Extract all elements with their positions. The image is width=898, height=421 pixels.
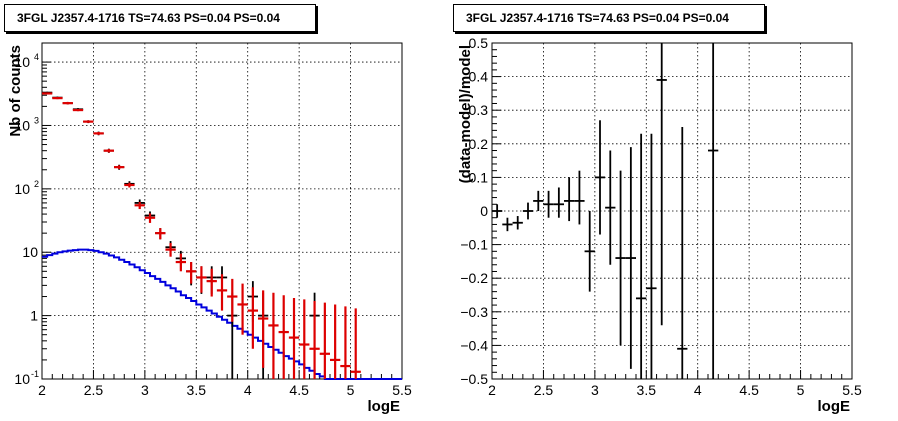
left-x-tick-label: 4 [244, 382, 252, 398]
right-chart-title: 3FGL J2357.4-1716 TS=74.63 PS=0.04 PS=0.… [453, 4, 765, 32]
left-y-tick-label: 10 [14, 54, 30, 70]
right-x-tick-label: 3 [591, 382, 599, 398]
right-x-tick-label: 2.5 [534, 382, 554, 398]
right-y-tick-label: 0.2 [469, 136, 489, 152]
right-y-tick-label: 0.3 [469, 102, 489, 118]
right-y-tick-label: 0.1 [469, 169, 489, 185]
left-y-tick-label: 10 [22, 244, 38, 260]
right-y-tick-label: −0.3 [460, 304, 488, 320]
right-x-tick-label: 3.5 [637, 382, 657, 398]
left-plot-frame [41, 42, 403, 380]
right-y-tick-label: −0.4 [460, 337, 488, 353]
left-y-tick-label: 1 [30, 308, 38, 324]
left-y-tick-label: 10 [14, 117, 30, 133]
left-x-tick-label: 2 [38, 382, 46, 398]
left-y-tick-exponent: 2 [34, 179, 39, 189]
right-x-tick-label: 4 [694, 382, 702, 398]
left-model-step-line [42, 248, 402, 380]
left-y-tick-label: 10 [14, 181, 30, 197]
right-y-tick-label: 0.4 [469, 69, 489, 85]
left-y-tick-exponent: 4 [34, 52, 39, 62]
right-y-tick-label: −0.5 [460, 371, 488, 387]
right-x-tick-label: 4.5 [739, 382, 759, 398]
left-y-axis-label: Nb of counts [7, 45, 24, 137]
right-y-tick-label: −0.1 [460, 237, 488, 253]
left-y-tick-label: 10 [14, 371, 30, 387]
left-chart-title: 3FGL J2357.4-1716 TS=74.63 PS=0.04 PS=0.… [4, 4, 316, 32]
right-y-tick-label: −0.2 [460, 270, 488, 286]
left-x-tick-label: 5.5 [392, 382, 412, 398]
left-x-tick-label: 3 [141, 382, 149, 398]
left-x-tick-label: 5 [347, 382, 355, 398]
left-x-tick-label: 3.5 [187, 382, 207, 398]
left-x-tick-label: 2.5 [84, 382, 104, 398]
right-x-tick-label: 5 [797, 382, 805, 398]
left-x-axis-label: logE [368, 398, 401, 415]
left-x-tick-label: 4.5 [289, 382, 309, 398]
left-y-tick-exponent: -1 [31, 369, 39, 379]
right-y-tick-label: 0.5 [469, 35, 489, 51]
right-x-tick-label: 2 [488, 382, 496, 398]
right-y-tick-label: 0 [480, 203, 488, 219]
right-x-tick-label: 5.5 [842, 382, 862, 398]
right-x-axis-label: logE [818, 398, 851, 415]
left-y-tick-exponent: 3 [34, 115, 39, 125]
right-y-axis-label: (data-model)/model [457, 45, 474, 183]
